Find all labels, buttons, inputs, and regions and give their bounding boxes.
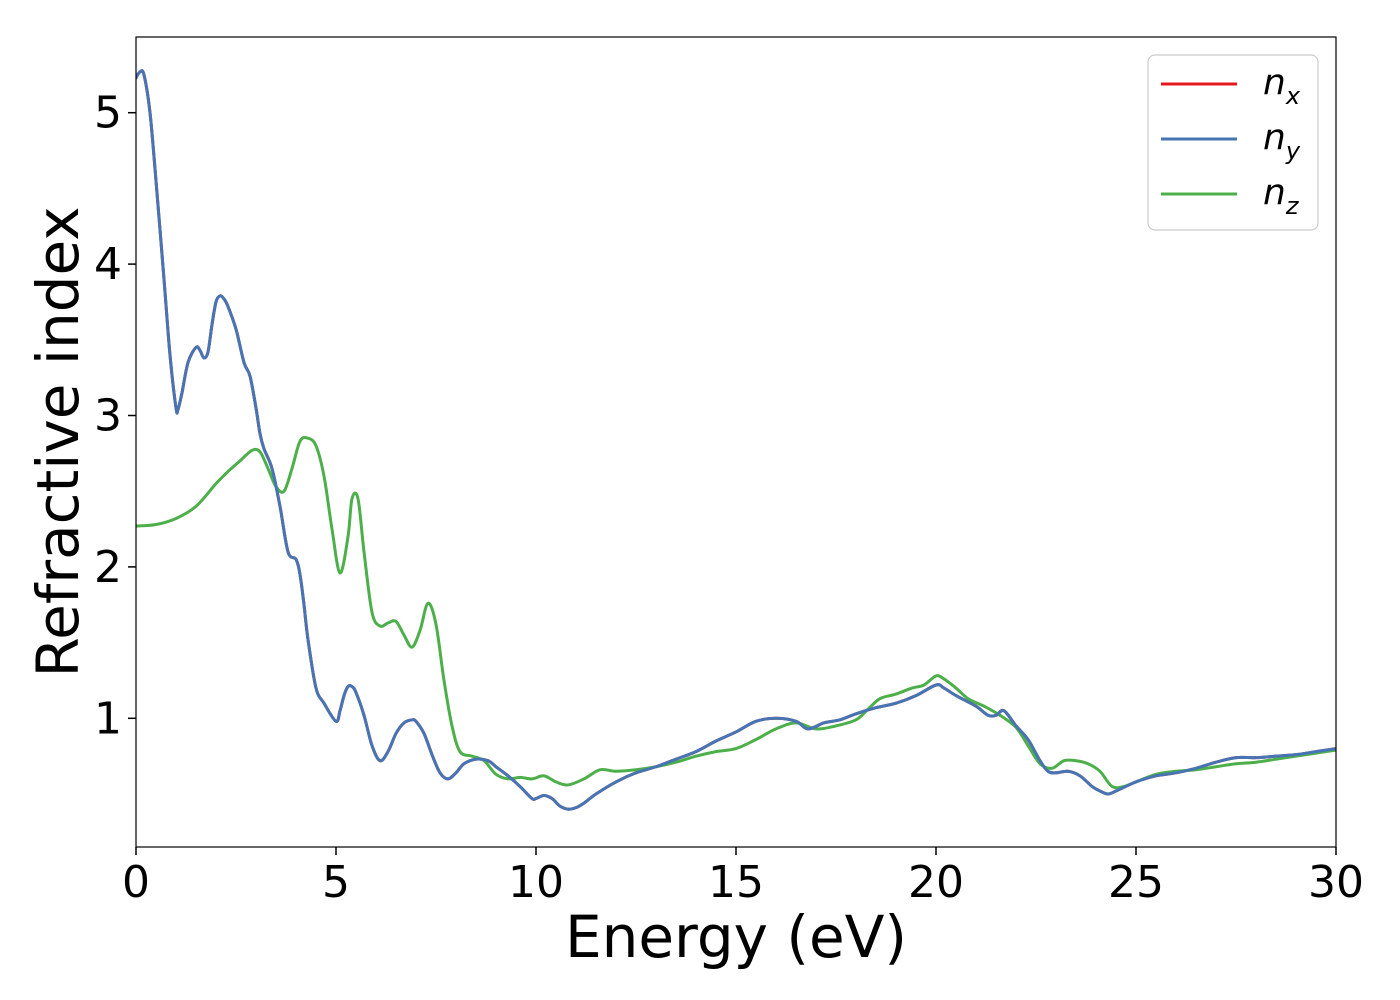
legend-items: nx ny nz: [1161, 62, 1301, 220]
x-axis-label: Energy (eV): [565, 903, 907, 971]
legend-label-z: nz: [1263, 172, 1300, 220]
y-tick-label: 5: [94, 88, 122, 139]
x-tick-label: 25: [1108, 857, 1164, 908]
plot-area: [136, 69, 1336, 811]
axis-ticks: 0 5 10 15 20 25 30 1 2 3 4 5: [94, 88, 1364, 908]
y-tick-label: 1: [94, 693, 122, 744]
legend-box: [1147, 54, 1319, 231]
y-tick-label: 4: [94, 239, 122, 290]
x-tick-label: 20: [908, 857, 964, 908]
series-line-z: [136, 436, 1336, 790]
series-line-y: [136, 69, 1336, 811]
x-tick-label: 30: [1308, 857, 1364, 908]
y-axis-label: Refractive index: [24, 206, 92, 677]
x-tick-label: 0: [122, 857, 150, 908]
legend-label-x: nx: [1263, 62, 1301, 110]
y-tick-label: 3: [94, 391, 122, 442]
y-tick-label: 2: [94, 542, 122, 593]
legend-label-y: ny: [1263, 117, 1301, 165]
x-tick-label: 15: [708, 857, 764, 908]
x-tick-label: 5: [322, 857, 350, 908]
x-tick-label: 10: [508, 857, 564, 908]
legend: nx ny nz: [1147, 54, 1319, 231]
